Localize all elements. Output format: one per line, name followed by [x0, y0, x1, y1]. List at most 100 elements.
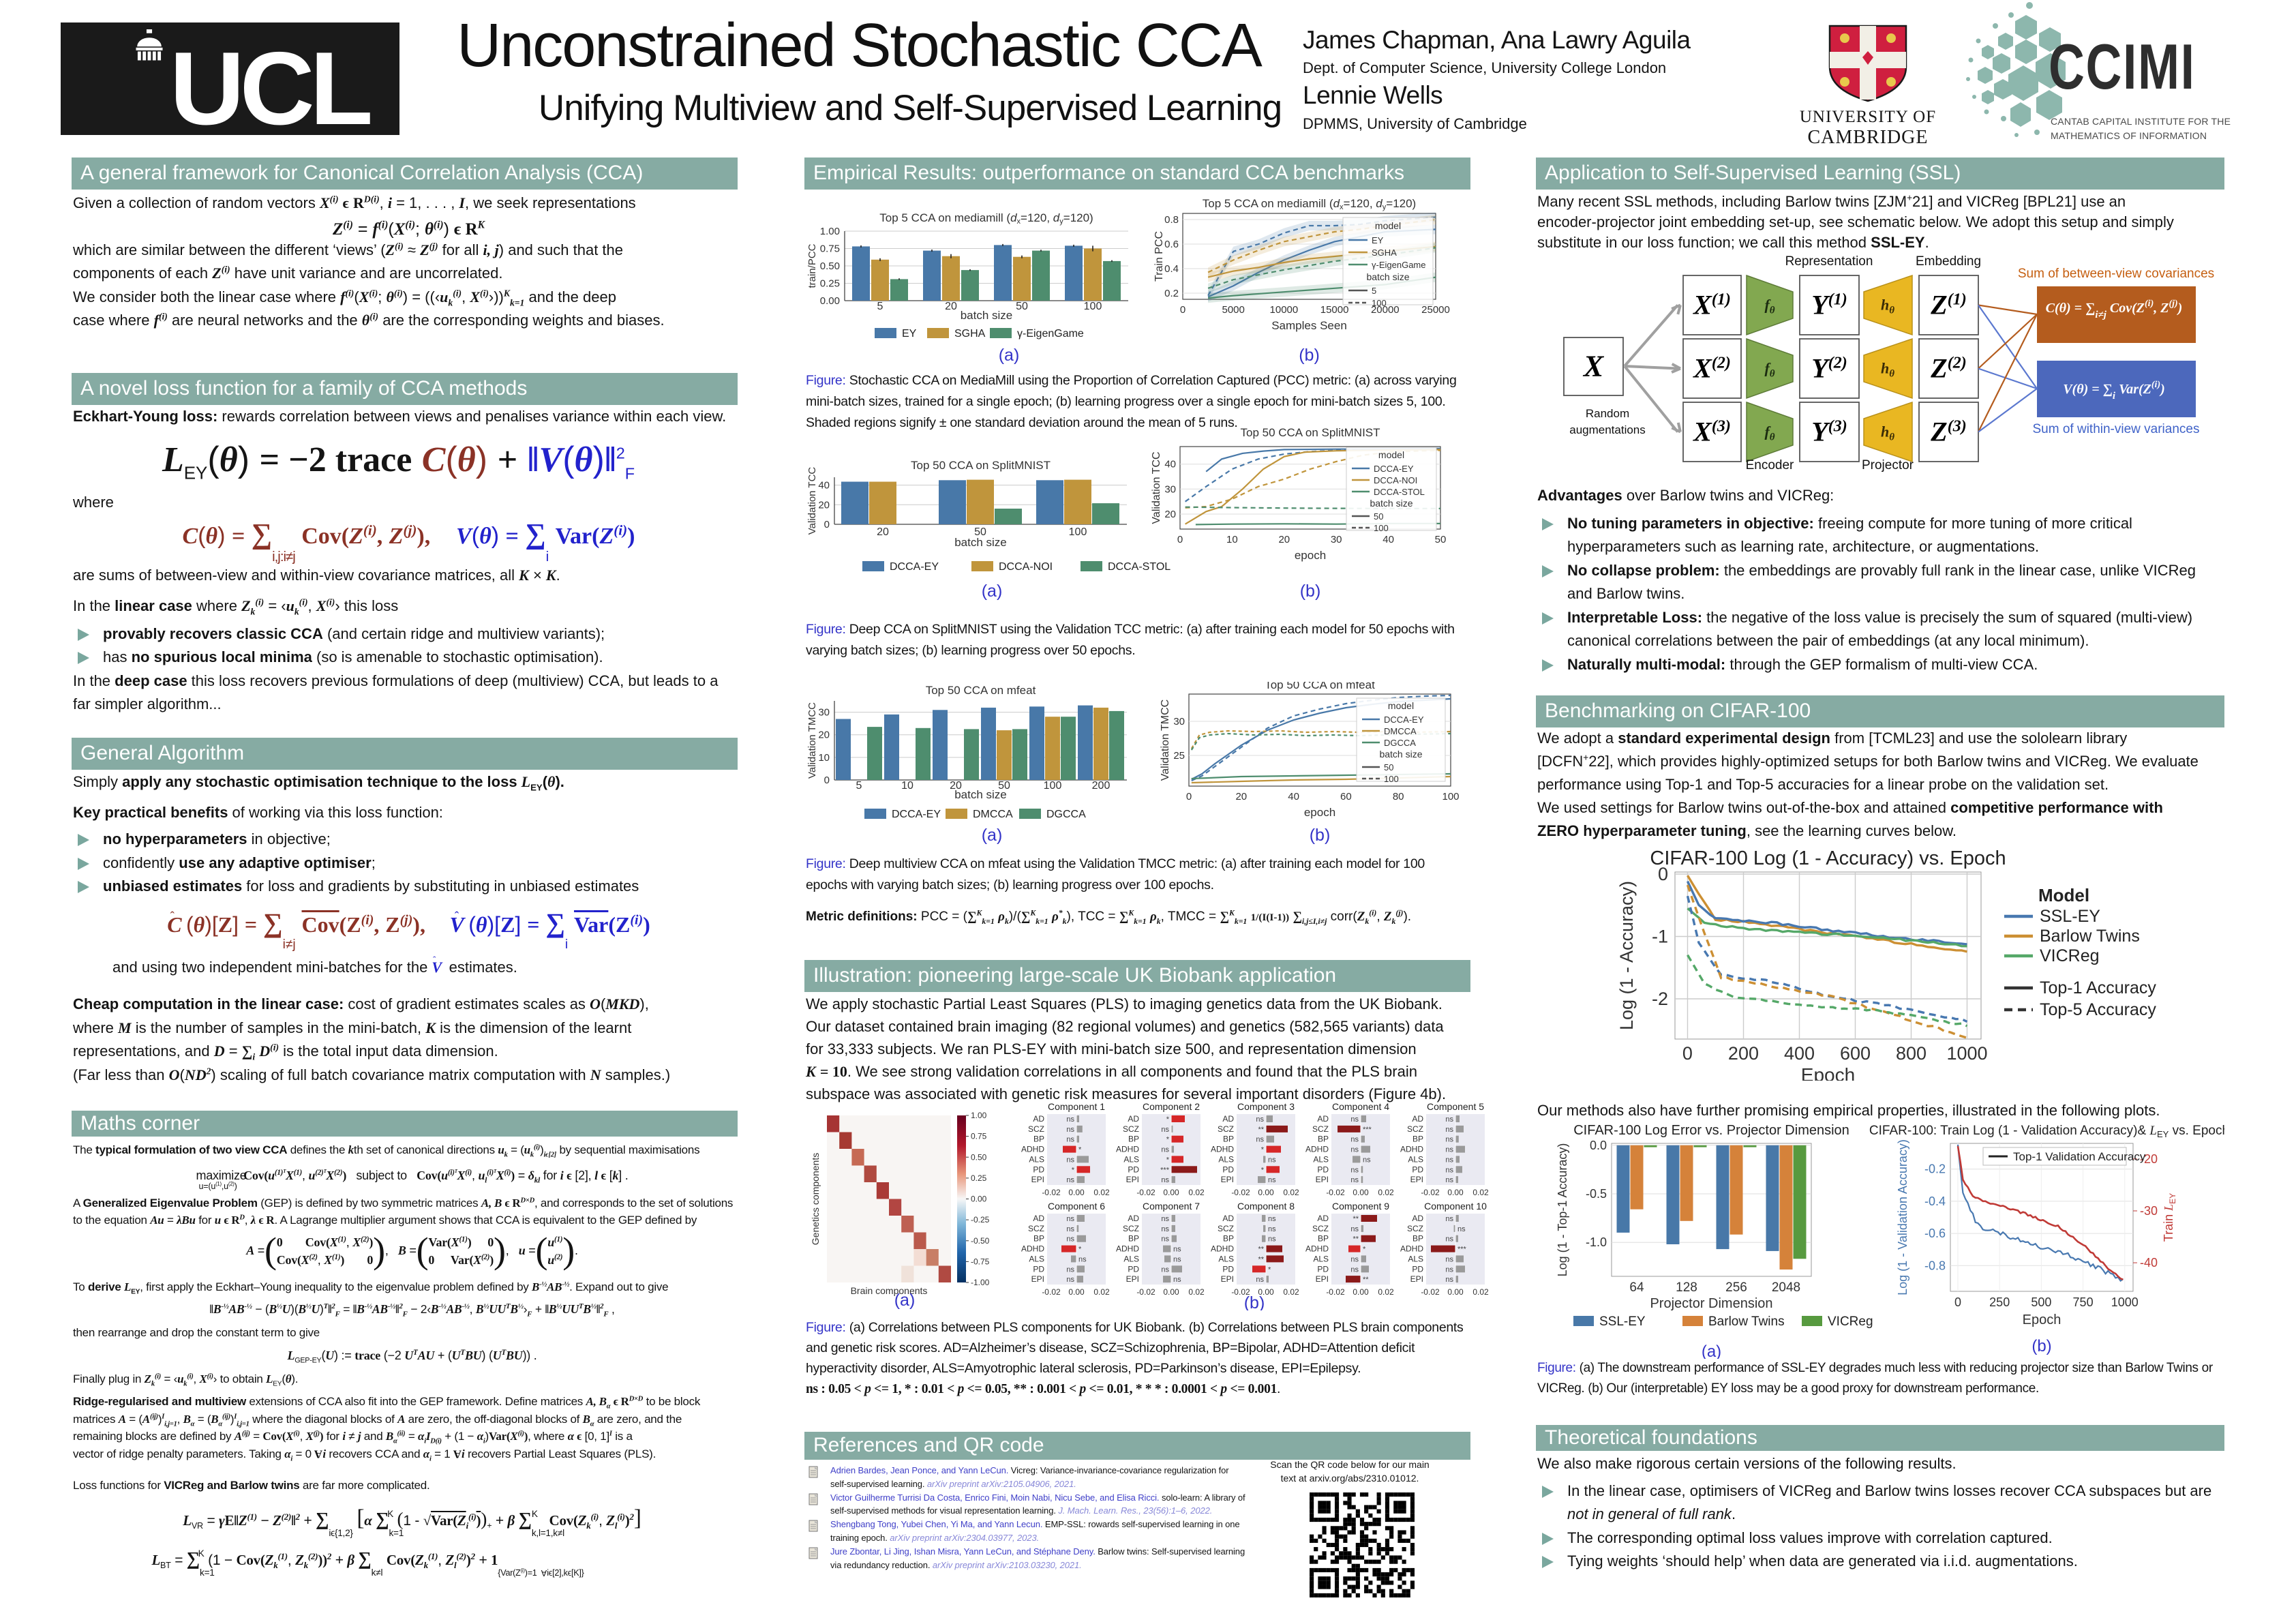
svg-text:0.02: 0.02 — [1093, 1287, 1110, 1297]
svg-text:ADHD: ADHD — [1021, 1145, 1044, 1154]
svg-text:Top-5 Accuracy: Top-5 Accuracy — [2040, 1000, 2156, 1019]
svg-text:64: 64 — [1629, 1280, 1644, 1295]
svg-text:**: ** — [1258, 1255, 1264, 1263]
svg-text:(a): (a) — [982, 582, 1003, 601]
svg-text:ns: ns — [1445, 1265, 1453, 1274]
svg-text:50: 50 — [998, 780, 1010, 792]
svg-text:Barlow Twins: Barlow Twins — [1708, 1315, 1785, 1329]
svg-text:-1.00: -1.00 — [971, 1278, 990, 1287]
svg-text:X(1): X(1) — [1692, 289, 1731, 320]
svg-text:Z(1): Z(1) — [1930, 289, 1966, 320]
svg-text:100: 100 — [1372, 298, 1387, 308]
svg-text:ns: ns — [1078, 1255, 1087, 1263]
svg-text:PD: PD — [1033, 1165, 1044, 1174]
svg-text:ns: ns — [1350, 1146, 1359, 1154]
svg-text:**: ** — [1258, 1126, 1264, 1134]
svg-text:ns: ns — [1066, 1156, 1074, 1164]
svg-text:ALS: ALS — [1313, 1154, 1329, 1164]
svg-text:ns: ns — [1350, 1255, 1359, 1263]
svg-text:γ-EigenGame: γ-EigenGame — [1372, 260, 1425, 270]
svg-text:ns: ns — [1161, 1235, 1169, 1244]
svg-text:ALS: ALS — [1123, 1154, 1139, 1164]
svg-text:DGCCA: DGCCA — [1384, 738, 1416, 748]
svg-text:30: 30 — [1173, 716, 1185, 727]
svg-text:***: *** — [1457, 1246, 1467, 1254]
svg-text:ns: ns — [1445, 1235, 1453, 1244]
svg-text:ns: ns — [1445, 1276, 1453, 1284]
svg-text:ALS: ALS — [1218, 1154, 1234, 1164]
svg-text:Component 6: Component 6 — [1048, 1201, 1105, 1212]
svg-text:600: 600 — [1840, 1043, 1871, 1064]
svg-text:SCZ: SCZ — [1028, 1124, 1044, 1134]
svg-text:0.4: 0.4 — [1164, 263, 1179, 275]
svg-text:DMCCA: DMCCA — [1384, 726, 1417, 736]
svg-text:BP: BP — [1413, 1234, 1423, 1244]
svg-text:ADHD: ADHD — [1305, 1244, 1329, 1254]
svg-text:-0.4: -0.4 — [1924, 1195, 1946, 1208]
svg-text:EPI: EPI — [1410, 1274, 1423, 1284]
svg-text:50: 50 — [1374, 511, 1383, 522]
svg-text:0.25: 0.25 — [971, 1173, 987, 1183]
svg-text:20: 20 — [818, 730, 830, 741]
svg-text:0.02: 0.02 — [1472, 1287, 1489, 1297]
svg-text:20: 20 — [945, 301, 957, 312]
svg-text:Component 5: Component 5 — [1427, 1101, 1484, 1112]
svg-text:ns: ns — [1256, 1276, 1264, 1284]
svg-text:ADHD: ADHD — [1400, 1145, 1423, 1154]
svg-text:AD: AD — [1412, 1114, 1423, 1124]
svg-text:50: 50 — [974, 526, 986, 538]
svg-text:EPI: EPI — [1316, 1175, 1329, 1184]
svg-text:-20: -20 — [2140, 1152, 2158, 1166]
svg-text:model: model — [1378, 449, 1404, 460]
svg-text:-0.25: -0.25 — [971, 1215, 990, 1225]
svg-text:-0.02: -0.02 — [1421, 1287, 1440, 1297]
svg-text:1.00: 1.00 — [820, 226, 840, 237]
svg-text:epoch: epoch — [1304, 806, 1335, 819]
svg-text:0.00: 0.00 — [1068, 1287, 1085, 1297]
svg-text:augmentations: augmentations — [1569, 423, 1646, 436]
svg-text:Component 3: Component 3 — [1237, 1101, 1295, 1112]
svg-text:100: 100 — [1084, 301, 1102, 312]
svg-text:400: 400 — [1784, 1043, 1815, 1064]
svg-text:0.6: 0.6 — [1164, 239, 1179, 250]
svg-text:Component 2: Component 2 — [1143, 1101, 1200, 1112]
svg-text:model: model — [1388, 700, 1414, 711]
svg-text:40: 40 — [1288, 791, 1299, 802]
svg-text:(b): (b) — [1310, 826, 1331, 845]
svg-text:ADHD: ADHD — [1211, 1244, 1234, 1254]
svg-text:ns: ns — [1445, 1176, 1453, 1184]
svg-text:10: 10 — [1226, 534, 1238, 545]
svg-text:SCZ: SCZ — [1312, 1224, 1329, 1233]
svg-text:ns: ns — [1350, 1136, 1359, 1144]
svg-text:train/PCC: train/PCC — [806, 243, 818, 288]
svg-text:Epoch: Epoch — [1801, 1064, 1855, 1081]
svg-text:10: 10 — [818, 752, 830, 764]
svg-text:0: 0 — [1180, 304, 1185, 316]
svg-text:Embedding: Embedding — [1916, 254, 1981, 269]
svg-text:BP: BP — [1223, 1135, 1234, 1144]
svg-text:BP: BP — [1128, 1234, 1139, 1244]
svg-text:-0.50: -0.50 — [971, 1236, 990, 1246]
svg-text:Epoch: Epoch — [2023, 1312, 2061, 1327]
svg-text:0: 0 — [1682, 1043, 1693, 1064]
svg-text:(a): (a) — [1702, 1342, 1721, 1359]
svg-text:0.8: 0.8 — [1164, 214, 1179, 226]
svg-text:model: model — [1375, 220, 1401, 231]
svg-text:BP: BP — [1033, 1234, 1044, 1244]
svg-text:Component 4: Component 4 — [1332, 1101, 1389, 1112]
svg-text:100: 100 — [1044, 780, 1062, 792]
svg-text:ADHD: ADHD — [1116, 1145, 1139, 1154]
svg-text:(a): (a) — [982, 826, 1003, 845]
svg-text:DCCA-EY: DCCA-EY — [1384, 715, 1424, 725]
svg-text:DCCA-EY: DCCA-EY — [892, 809, 941, 820]
svg-text:AD: AD — [1412, 1214, 1423, 1223]
svg-text:SGHA: SGHA — [1372, 247, 1397, 258]
svg-text:PD: PD — [1033, 1264, 1044, 1274]
svg-text:-0.02: -0.02 — [1421, 1188, 1440, 1197]
svg-text:-0.5: -0.5 — [1586, 1187, 1607, 1201]
svg-text:ns: ns — [1350, 1225, 1359, 1233]
svg-text:40: 40 — [1383, 534, 1394, 545]
svg-text:X(3): X(3) — [1692, 416, 1731, 447]
svg-text:ns: ns — [1066, 1136, 1074, 1144]
svg-text:20: 20 — [1278, 534, 1290, 545]
